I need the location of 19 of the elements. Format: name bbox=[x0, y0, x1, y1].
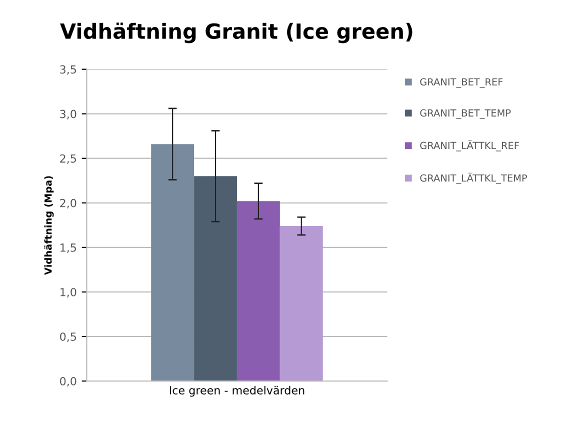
y-axis-title: Vidhäftning (Mpa) bbox=[44, 176, 54, 275]
y-tick-label: 2,0 bbox=[60, 198, 76, 208]
chart-title: Vidhäftning Granit (Ice green) bbox=[60, 22, 412, 44]
x-tick-label: Ice green - medelvärden bbox=[170, 386, 304, 397]
bar bbox=[151, 144, 194, 382]
y-tick-label: 3,0 bbox=[60, 110, 76, 120]
bar bbox=[280, 226, 323, 382]
legend-label: GRANIT_LÄTTKL_TEMP bbox=[420, 172, 527, 184]
y-tick-label: 0,0 bbox=[60, 377, 76, 387]
y-tick-label: 0,5 bbox=[60, 332, 76, 342]
bar bbox=[194, 176, 237, 382]
legend-label: GRANIT_BET_REF bbox=[420, 78, 503, 88]
y-tick-label: 1,5 bbox=[60, 244, 76, 253]
legend-label: GRANIT_LÄTTKL_REF bbox=[420, 140, 519, 152]
bar bbox=[236, 201, 280, 382]
y-tick-label: 3,5 bbox=[60, 65, 76, 75]
y-tick-label: 1,0 bbox=[60, 288, 76, 298]
y-tick-label: 2,5 bbox=[60, 154, 76, 164]
legend-label: GRANIT_BET_TEMP bbox=[420, 109, 511, 119]
